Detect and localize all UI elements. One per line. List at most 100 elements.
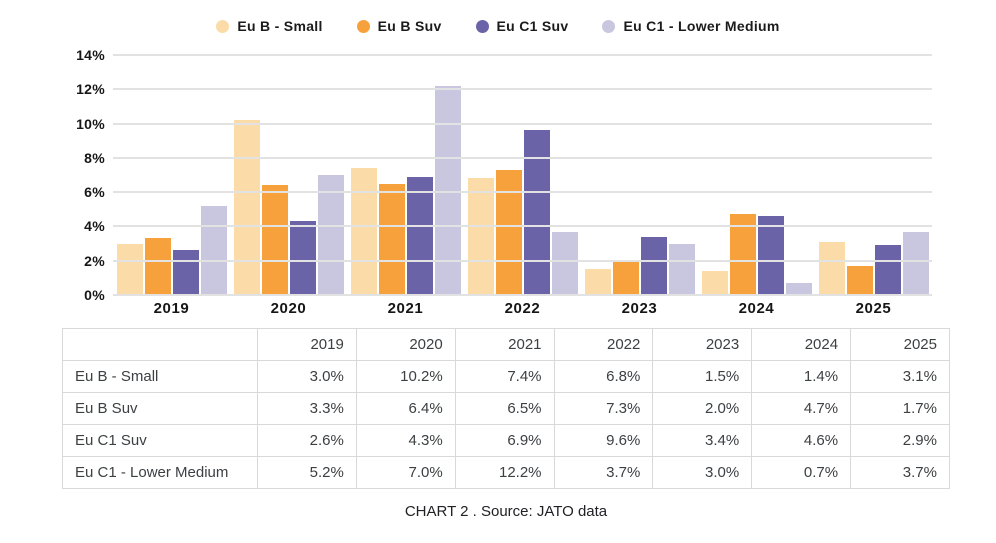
bar-group: 2024 (698, 55, 815, 317)
legend-item: Eu C1 - Lower Medium (602, 18, 779, 34)
table-cell-value: 2.9% (850, 424, 950, 457)
bar (406, 176, 433, 295)
bar (785, 283, 812, 295)
gridline (113, 156, 932, 159)
table-cell-value: 1.7% (850, 392, 950, 425)
bar (729, 214, 756, 295)
bar (584, 269, 611, 295)
table-column-header: 2019 (257, 328, 357, 361)
bar (701, 271, 728, 295)
table-column-header: 2022 (553, 328, 654, 361)
bar (523, 130, 550, 295)
bar (144, 238, 171, 295)
table-cell-value: 6.9% (454, 424, 555, 457)
bar-group: 2025 (815, 55, 932, 317)
gridline (113, 122, 932, 125)
bar (467, 178, 494, 295)
table-cell-value: 3.0% (652, 456, 753, 489)
table-cell-value: 4.3% (355, 424, 456, 457)
table-cell-value: 1.4% (751, 360, 852, 393)
table-row: Eu B - Small 3.0% 10.2% 7.4% 6.8% 1.5% 1.4% 3.1… (62, 360, 950, 393)
table-corner-header (62, 328, 258, 361)
x-axis-tick-label: 2023 (621, 300, 658, 317)
bar (200, 205, 227, 295)
table-cell-value: 6.5% (454, 392, 555, 425)
table-column-header: 2020 (355, 328, 456, 361)
table-head: 2019 2020 2021 2022 2023 2024 2025 (62, 328, 950, 361)
table-cell-value: 9.6% (553, 424, 654, 457)
table-row-label: Eu B Suv (62, 392, 258, 425)
table-column-header: 2021 (454, 328, 555, 361)
legend-item: Eu C1 Suv (475, 18, 569, 34)
gridline (113, 225, 932, 228)
legend-item-label: Eu C1 Suv (496, 18, 569, 34)
gridline (113, 88, 932, 91)
table-cell-value: 12.2% (454, 456, 555, 489)
plot-area: 2019 2020 2021 2022 2023 2024 2025 (113, 54, 932, 317)
legend-item: Eu B Suv (356, 18, 442, 34)
legend-marker-icon (602, 19, 616, 33)
y-axis-tick-label: 0% (84, 287, 105, 303)
legend-item: Eu B - Small (216, 18, 322, 34)
table-row-label: Eu B - Small (62, 360, 258, 393)
bar (317, 175, 344, 295)
bar-groups: 2019 2020 2021 2022 2023 2024 2025 (113, 55, 932, 317)
table-cell-value: 0.7% (751, 456, 852, 489)
table-column-header: 2025 (850, 328, 950, 361)
table-cell-value: 6.8% (553, 360, 654, 393)
bar (551, 231, 578, 295)
y-axis-tick-label: 10% (76, 115, 105, 132)
bar (902, 231, 929, 295)
bar (818, 241, 845, 295)
bar-group: 2023 (581, 55, 698, 317)
table-cell-value: 5.2% (257, 456, 357, 489)
table-row: Eu C1 - Lower Medium 5.2% 7.0% 12.2% 3.7% 3.0… (62, 456, 950, 489)
table-cell-value: 4.6% (751, 424, 852, 457)
table-row: Eu B Suv 3.3% 6.4% 6.5% 7.3% 2.0% 4.7% 1.7% (62, 392, 950, 425)
table-cell-value: 3.3% (257, 392, 357, 425)
table-cell-value: 3.7% (850, 456, 950, 489)
bar-group: 2020 (230, 55, 347, 317)
bar (757, 216, 784, 295)
legend-marker-icon (475, 19, 489, 33)
table-column-header: 2023 (652, 328, 753, 361)
y-axis: 0% 2% 4% 6% 8% 10% 12% 14% (0, 47, 105, 303)
x-axis-tick-label: 2020 (270, 300, 307, 317)
bar-chart: Eu B - Small Eu B Suv Eu C1 Suv Eu C1 - Low… (0, 18, 932, 317)
bar (846, 265, 873, 295)
bar (350, 168, 377, 295)
table-cell-value: 3.1% (850, 360, 950, 393)
bar (116, 243, 143, 295)
table-row: Eu C1 Suv 2.6% 4.3% 6.9% 9.6% 3.4% 4.6% 2.9% (62, 424, 950, 457)
table-cell-value: 3.7% (553, 456, 654, 489)
bar (172, 250, 199, 295)
gridline (113, 259, 932, 262)
bar (668, 243, 695, 295)
bar (261, 185, 288, 295)
y-axis-tick-label: 8% (84, 149, 105, 166)
legend-item-label: Eu B - Small (237, 18, 323, 34)
bar (612, 260, 639, 295)
x-axis-tick-label: 2025 (855, 300, 892, 317)
table-cell-value: 7.3% (553, 392, 654, 425)
x-axis-tick-label: 2022 (504, 300, 541, 317)
bar (289, 221, 316, 295)
legend-item-label: Eu C1 - Lower Medium (623, 18, 780, 34)
bar (378, 183, 405, 295)
table-cell-value: 2.0% (652, 392, 753, 425)
gridline (113, 191, 932, 194)
gridline (113, 54, 932, 56)
table-column-header: 2024 (751, 328, 852, 361)
data-table: 2019 2020 2021 2022 2023 2024 2025 Eu B - Smal… (62, 328, 950, 489)
y-axis-tick-label: 12% (76, 81, 105, 98)
legend-marker-icon (216, 19, 230, 33)
table-cell-value: 4.7% (751, 392, 852, 425)
table-cell-value: 3.0% (257, 360, 357, 393)
table-cell-value: 2.6% (257, 424, 357, 457)
y-axis-tick-label: 14% (76, 47, 105, 63)
legend-marker-icon (356, 19, 370, 33)
table-cell-value: 1.5% (652, 360, 753, 393)
bar-group: 2022 (464, 55, 581, 317)
bar (874, 245, 901, 295)
x-axis-tick-label: 2019 (153, 300, 190, 317)
